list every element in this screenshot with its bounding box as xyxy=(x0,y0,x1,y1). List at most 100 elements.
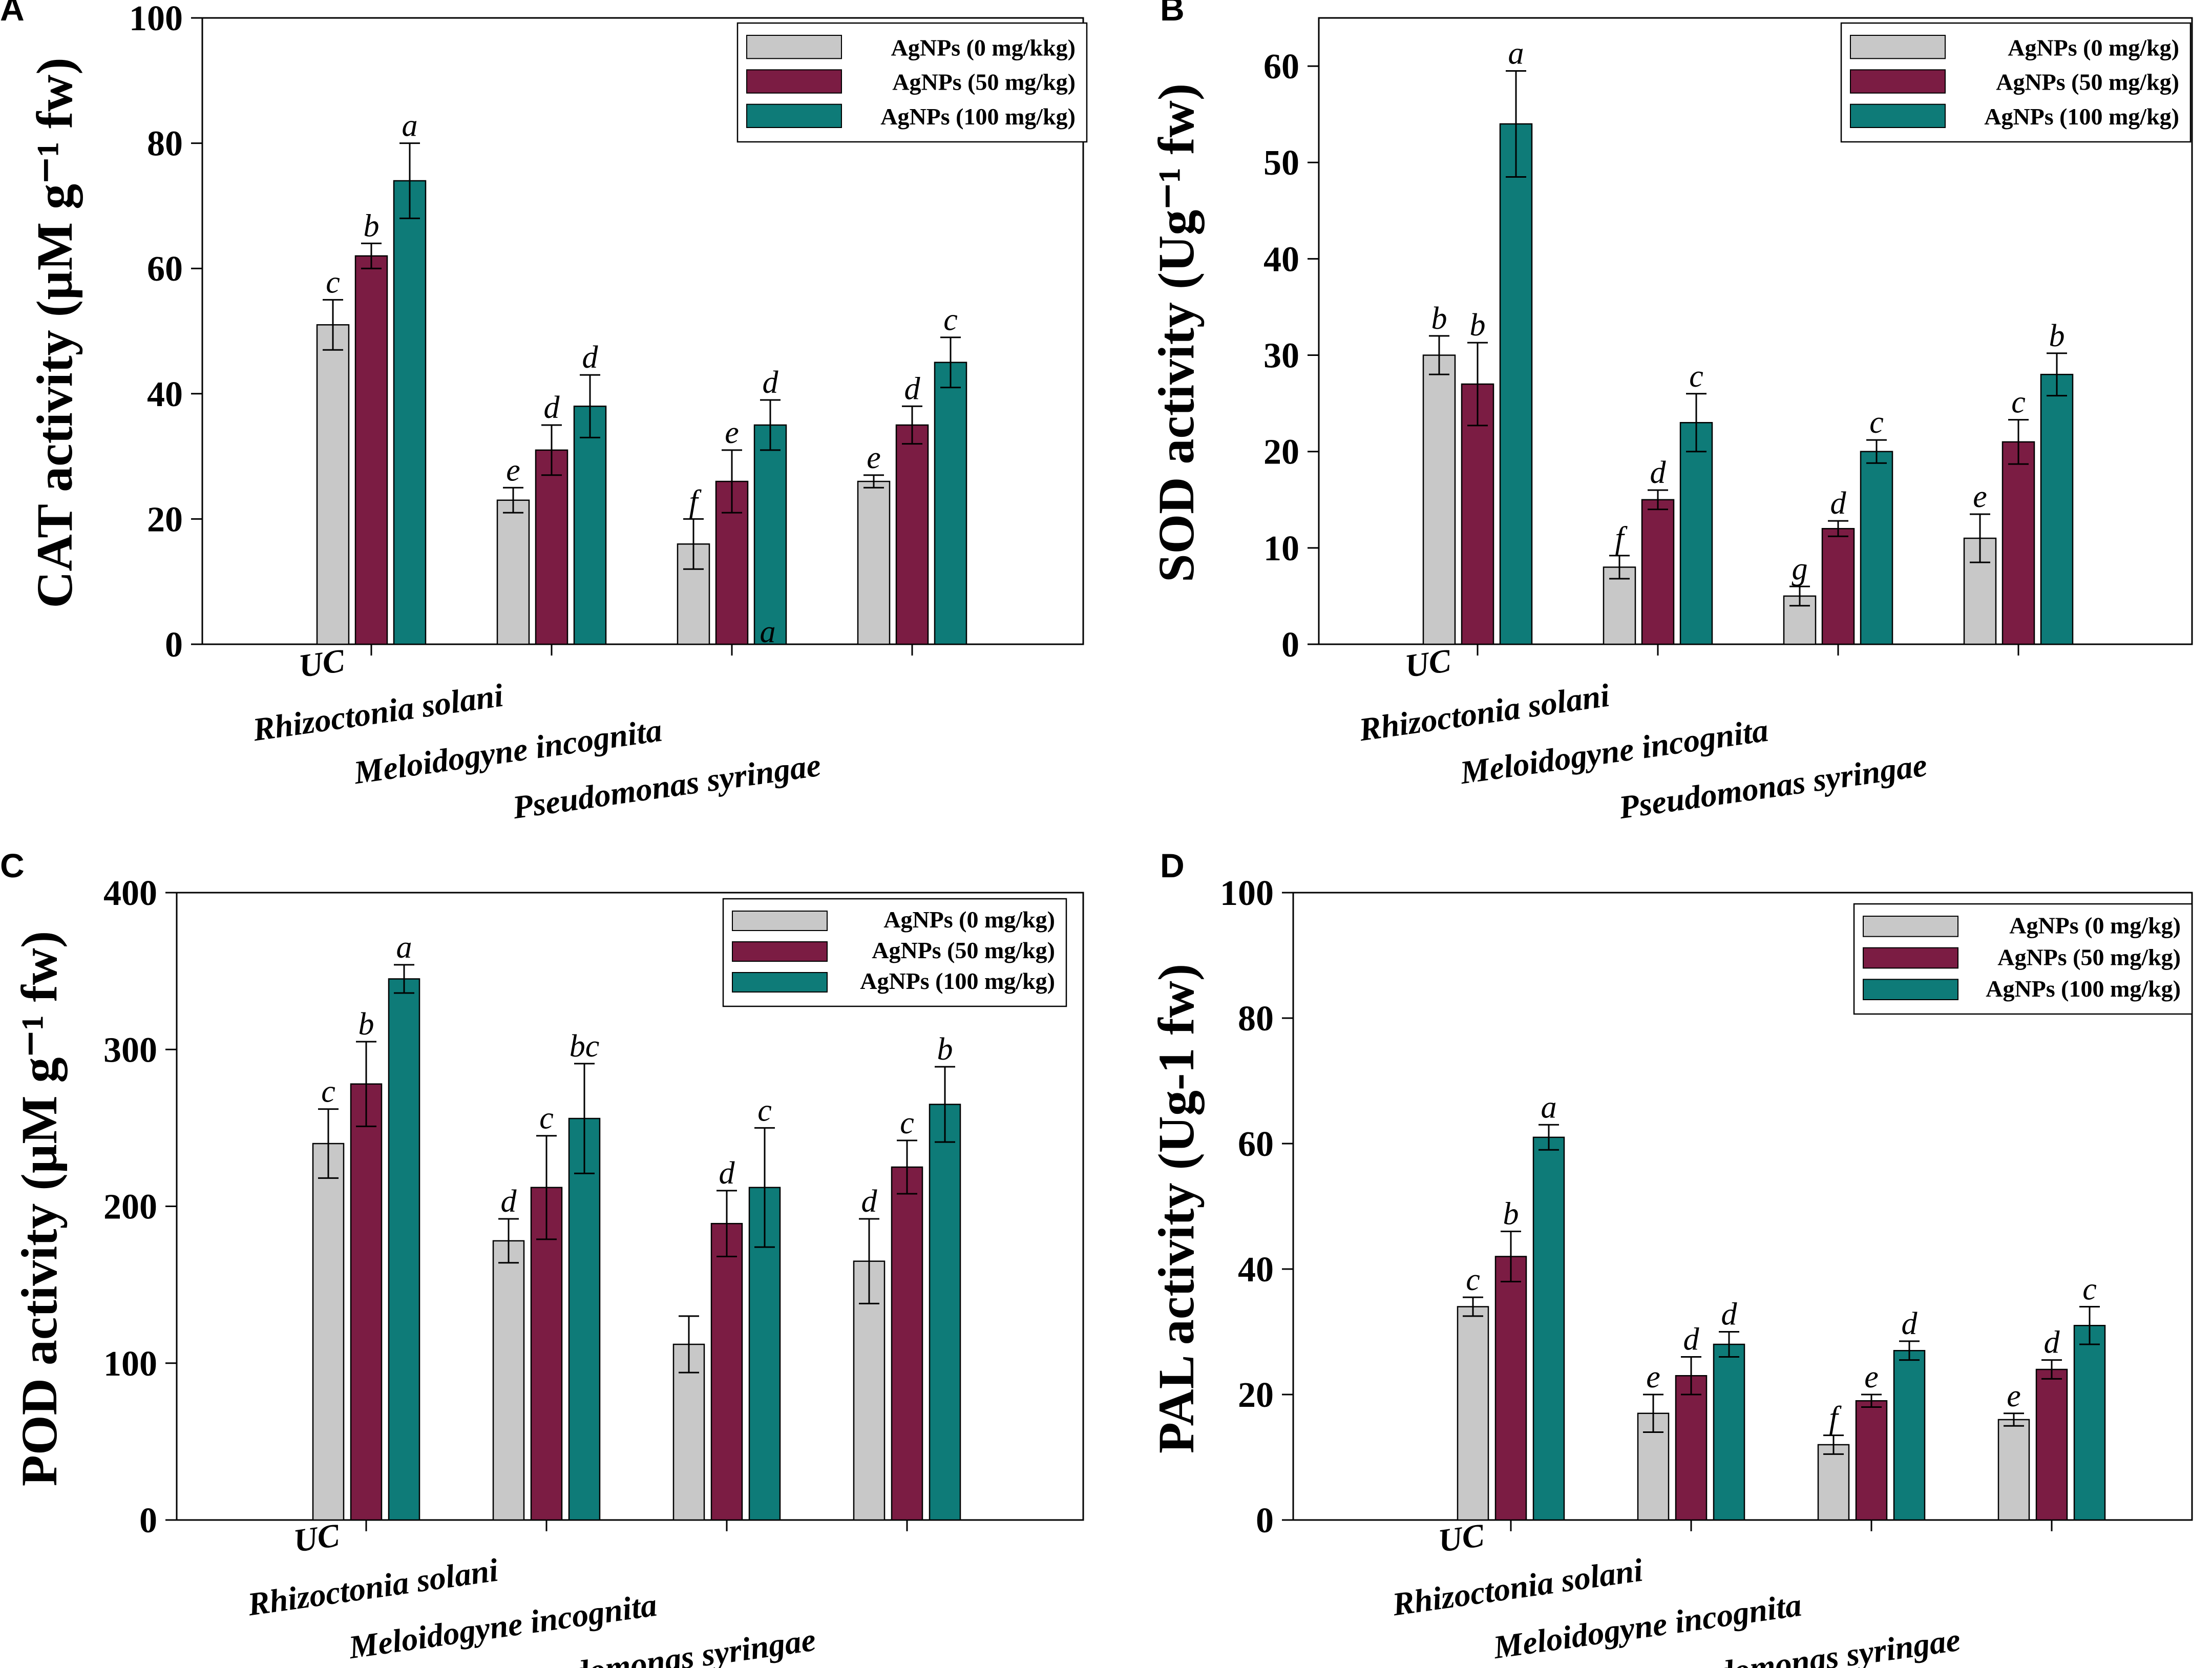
bar-a-s1-c3 xyxy=(895,424,929,645)
significance-letter: e xyxy=(1864,1360,1879,1395)
category-label: UC xyxy=(1436,1516,1487,1559)
bar-b-s2-c3 xyxy=(2040,373,2074,645)
bar-c-s1-c0 xyxy=(350,1083,383,1521)
significance-letter: f xyxy=(1829,1401,1842,1435)
legend-swatch xyxy=(1850,103,1946,129)
legend-swatch xyxy=(732,911,828,931)
significance-letter: c xyxy=(326,265,340,300)
legend-swatch xyxy=(1863,916,1958,937)
significance-letter: e xyxy=(1646,1360,1660,1395)
y-tick-label: 50 xyxy=(1263,143,1299,183)
significance-letter: c xyxy=(1869,405,1884,440)
significance-letter: a xyxy=(396,930,412,965)
legend-swatch xyxy=(1850,35,1946,59)
significance-letter: d xyxy=(1650,455,1667,490)
legend-swatch xyxy=(746,35,842,59)
panel-letter: B xyxy=(1160,0,1185,28)
y-tick-label: 200 xyxy=(103,1188,157,1227)
significance-letter: c xyxy=(321,1074,335,1109)
bar-b-s2-c0 xyxy=(1499,123,1533,645)
significance-letter: d xyxy=(2044,1325,2060,1360)
bar-d-s0-c3 xyxy=(1997,1419,2030,1521)
y-tick-label: 40 xyxy=(1263,240,1299,279)
bar-b-s2-c1 xyxy=(1679,421,1713,645)
legend-label: AgNPs (100 mg/kg) xyxy=(880,103,1076,130)
legend-label: AgNPs (0 mg/kg) xyxy=(883,906,1055,933)
significance-letter: b xyxy=(1470,308,1486,343)
significance-letter: b xyxy=(1503,1197,1519,1232)
significance-letter: e xyxy=(2007,1379,2021,1413)
legend-label: AgNPs (50 mg/kg) xyxy=(1996,69,2179,95)
bar-a-s0-c3 xyxy=(857,480,891,645)
bar-a-s0-c0 xyxy=(316,324,350,645)
significance-letter: b xyxy=(937,1032,953,1067)
bar-c-s2-c0 xyxy=(388,978,420,1521)
significance-letter: c xyxy=(757,1093,772,1128)
legend-label: AgNPs (0 mg/kg) xyxy=(2009,913,2181,939)
significance-letter: b xyxy=(2049,319,2065,353)
category-label: UC xyxy=(1403,642,1453,684)
y-tick-label: 10 xyxy=(1263,529,1299,568)
bar-d-s2-c1 xyxy=(1713,1343,1745,1521)
plot-frame xyxy=(201,17,1084,645)
bar-b-s0-c1 xyxy=(1603,566,1636,645)
y-tick-label: 0 xyxy=(1281,625,1299,665)
category-label: Rhizoctonia solani xyxy=(245,1552,500,1623)
significance-letter: d xyxy=(1830,486,1847,521)
bar-a-s1-c0 xyxy=(354,255,388,645)
bar-b-s1-c3 xyxy=(2002,441,2035,645)
y-tick-label: 30 xyxy=(1263,336,1299,376)
significance-letter: d xyxy=(501,1184,517,1219)
y-axis-label: SOD activity (Ug⁻¹ fw) xyxy=(1148,83,1205,582)
bar-c-s0-c3 xyxy=(853,1260,886,1521)
y-tick-label: 40 xyxy=(147,375,183,414)
category-label: Rhizoctonia solani xyxy=(250,677,505,748)
y-tick-label: 80 xyxy=(1238,999,1274,1039)
legend-swatch xyxy=(1863,979,1958,1001)
panel-c: C POD activity (µM g⁻¹ fw) 0 100 200 300 400 UC… xyxy=(0,847,1084,1668)
y-tick-label: 60 xyxy=(1263,47,1299,87)
bar-d-s0-c0 xyxy=(1457,1306,1489,1521)
bar-d-s0-c2 xyxy=(1817,1444,1850,1521)
significance-letter: d xyxy=(763,365,779,400)
significance-letter: e xyxy=(725,415,739,450)
significance-letter: a xyxy=(1508,36,1524,71)
significance-letter: c xyxy=(900,1106,914,1141)
significance-letter: bc xyxy=(570,1029,600,1064)
legend-swatch xyxy=(1863,947,1958,969)
legend-label: AgNPs (100 mg/kg) xyxy=(860,968,1055,994)
bar-d-s1-c1 xyxy=(1675,1375,1708,1521)
legend-label: AgNPs (0 mg/kg) xyxy=(2008,34,2179,60)
legend-label: AgNPs (50 mg/kg) xyxy=(892,69,1076,95)
y-tick-label: 0 xyxy=(139,1501,157,1540)
category-label: Rhizoctonia solani xyxy=(1356,677,1612,748)
y-tick-label: 20 xyxy=(147,500,183,539)
significance-letter: b xyxy=(1431,301,1447,336)
panel-d: D PAL activity (Ug-1 fw) 0 20 40 60 80 100 UCRhi… xyxy=(1148,847,2193,1668)
legend-swatch xyxy=(746,69,842,94)
legend-label: AgNPs (100 mg/kg) xyxy=(1986,976,2181,1002)
category-label: Rhizoctonia solani xyxy=(1389,1552,1645,1623)
bar-d-s1-c2 xyxy=(1855,1400,1888,1521)
bar-d-s1-c0 xyxy=(1494,1256,1527,1521)
y-axis-label: PAL activity (Ug-1 fw) xyxy=(1148,964,1205,1453)
significance-letter: b xyxy=(364,208,380,243)
legend-swatch xyxy=(1850,69,1946,94)
significance-letter: d xyxy=(544,390,560,425)
bar-c-s0-c1 xyxy=(492,1240,525,1521)
significance-letter: f xyxy=(689,484,702,519)
bar-a-s0-c1 xyxy=(496,499,530,645)
significance-letter: c xyxy=(943,303,958,337)
legend-label: AgNPs (50 mg/kg) xyxy=(1997,944,2181,970)
significance-letter: f xyxy=(1615,521,1628,556)
panel-letter: C xyxy=(0,847,25,884)
significance-letter: d xyxy=(1683,1322,1700,1357)
y-tick-label: 400 xyxy=(103,874,157,913)
bar-c-s1-c3 xyxy=(891,1166,923,1521)
significance-letter: e xyxy=(1973,479,1987,514)
category-label: UC xyxy=(297,642,347,684)
bar-a-s1-c1 xyxy=(535,449,568,645)
y-tick-label: 100 xyxy=(103,1344,157,1384)
y-tick-label: 60 xyxy=(147,249,183,289)
bar-d-s1-c3 xyxy=(2035,1368,2068,1521)
